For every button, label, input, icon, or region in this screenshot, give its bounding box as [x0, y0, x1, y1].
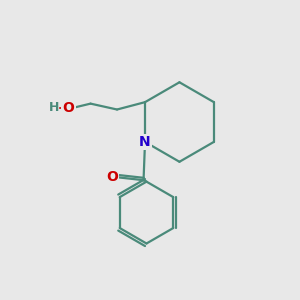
- Text: H: H: [49, 101, 59, 114]
- Text: N: N: [139, 135, 151, 149]
- Text: O: O: [106, 170, 118, 184]
- Text: O: O: [62, 101, 74, 115]
